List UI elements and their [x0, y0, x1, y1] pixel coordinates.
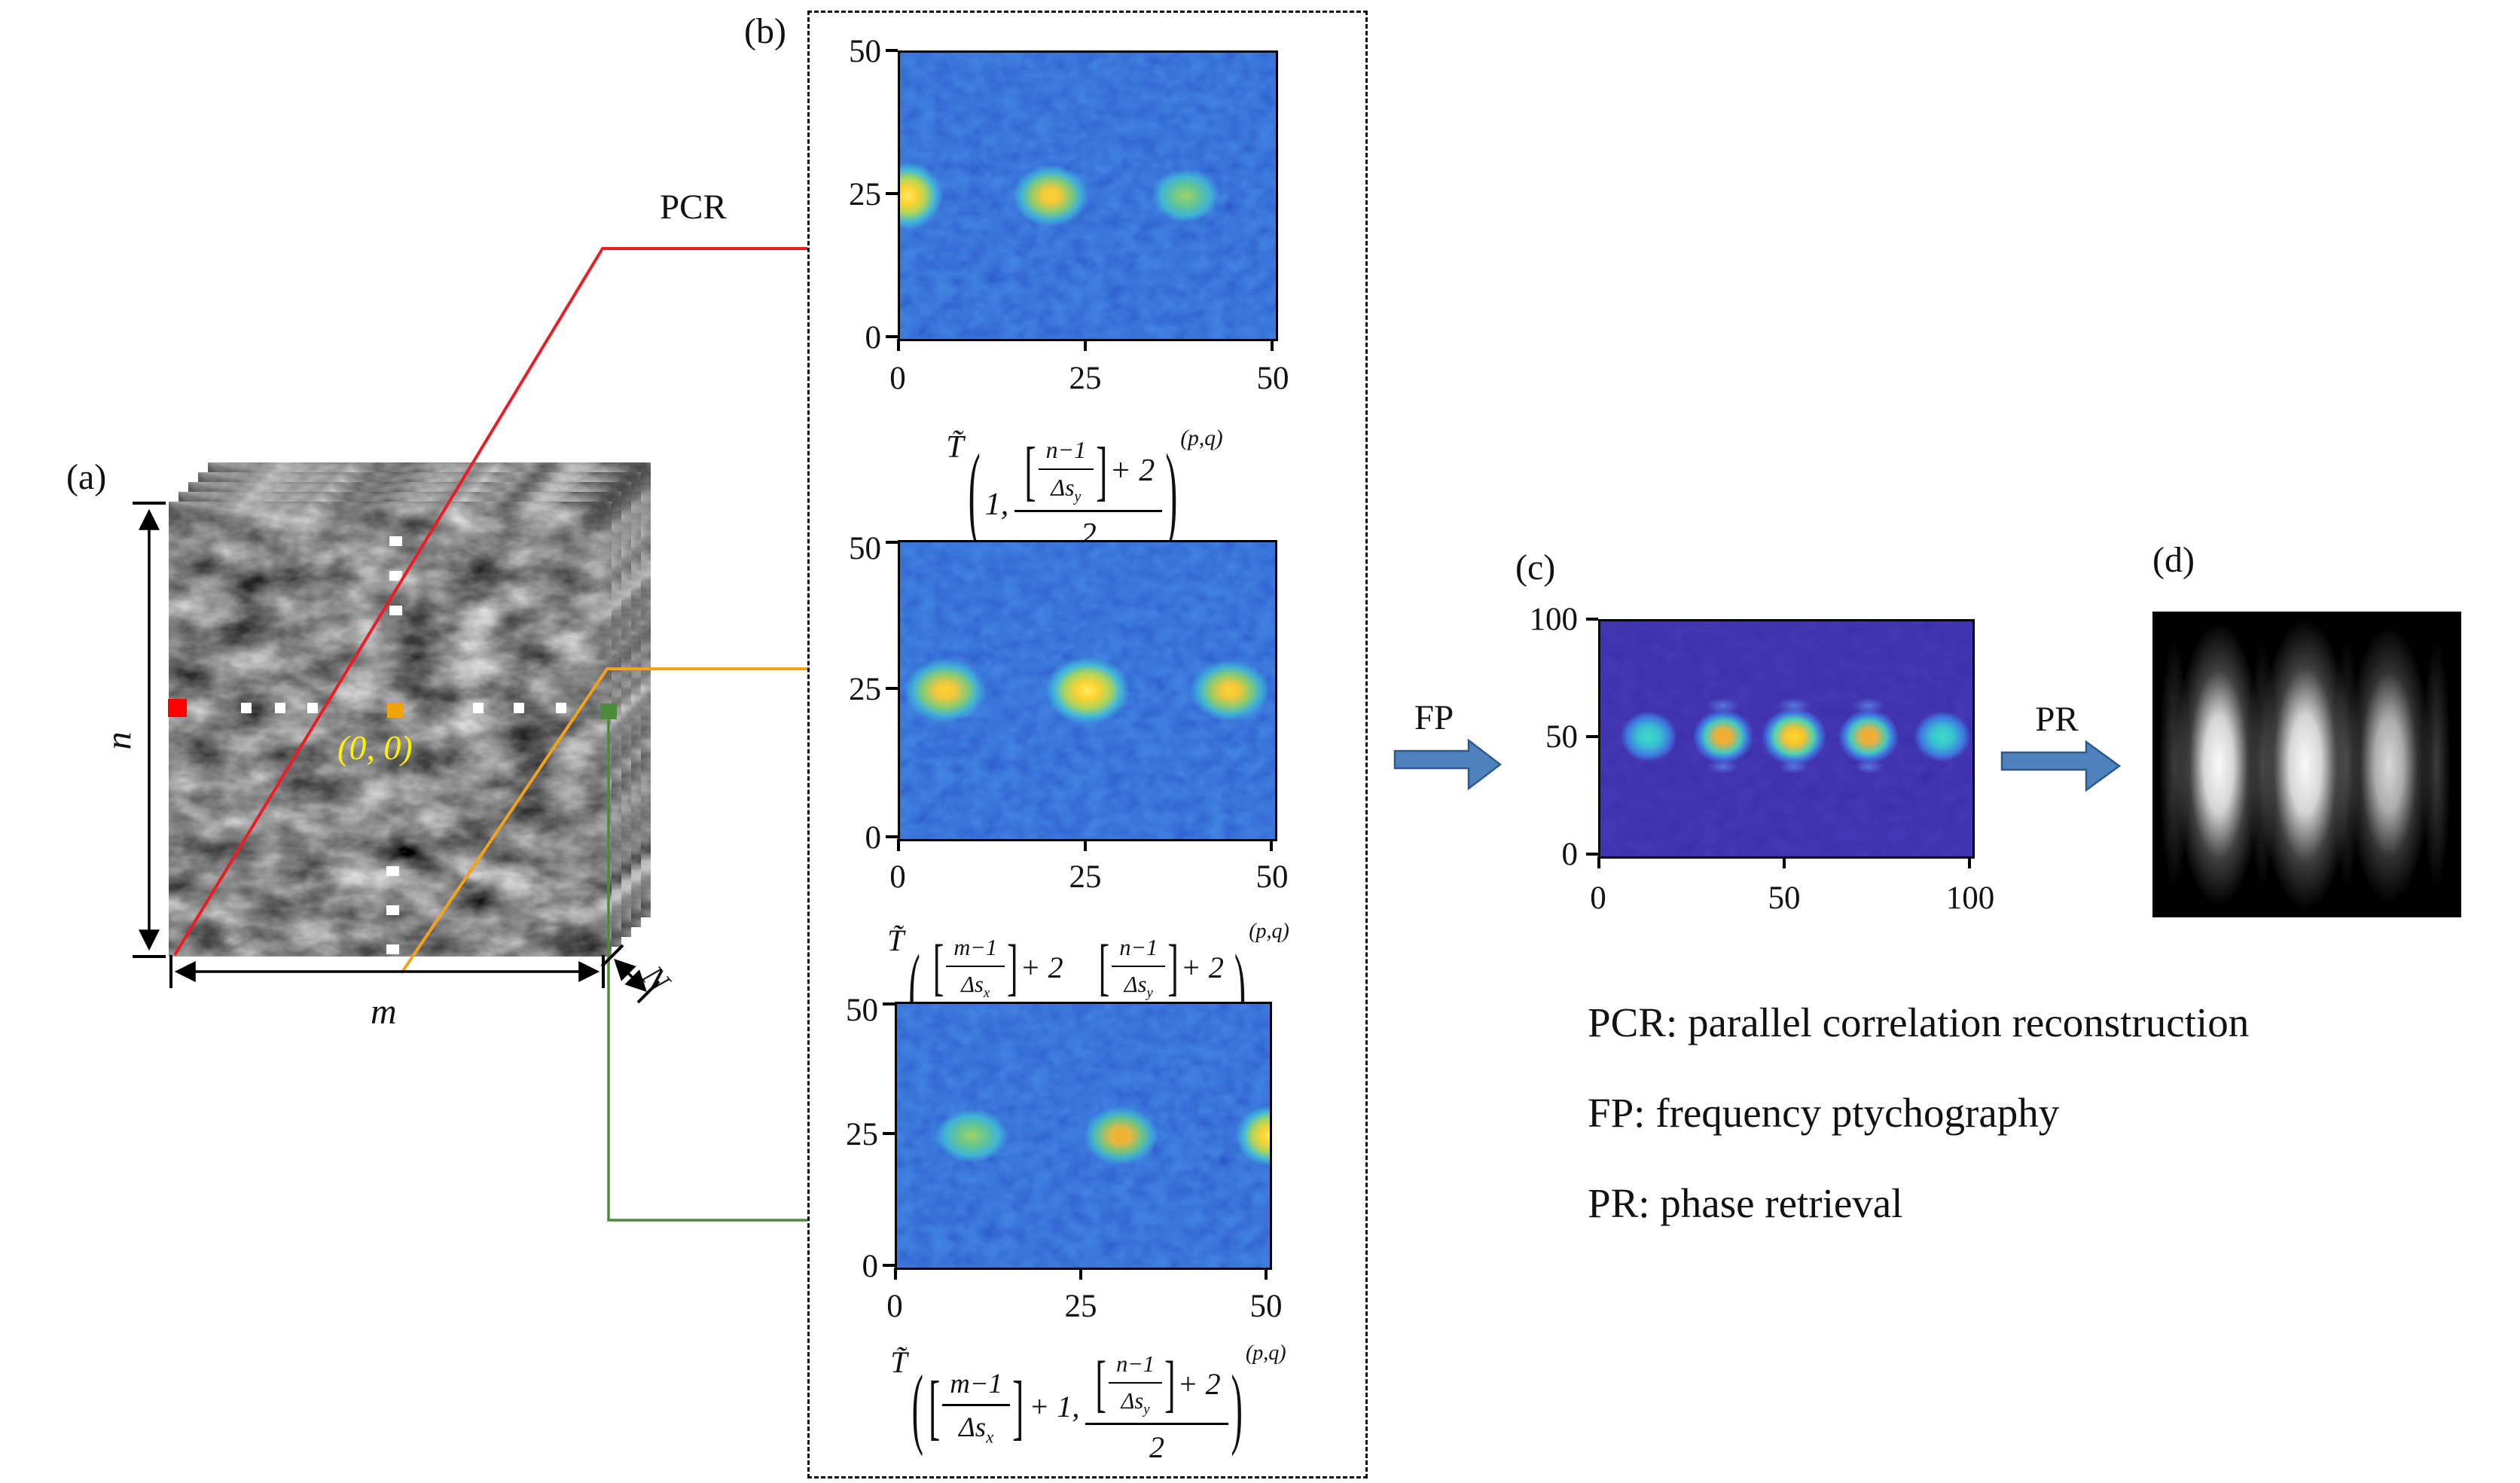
panel-c-label: (c)	[1515, 548, 1556, 587]
marker-white-square	[556, 703, 566, 713]
dim-m-label: m	[371, 992, 397, 1032]
origin-label: (0, 0)	[337, 728, 413, 767]
marker-white-square	[473, 703, 484, 713]
xtick: 50	[1255, 859, 1289, 895]
heat-blob	[1140, 160, 1231, 232]
formula-b-top: T̃ ( 1, [ n−1 Δsy ] + 2 2 ) (p,q)	[946, 426, 1223, 554]
marker-white-square	[389, 606, 402, 615]
heat-blob	[1072, 1098, 1169, 1173]
heat-blob	[1849, 758, 1887, 777]
heatmap-b-bottom	[895, 1002, 1272, 1270]
dim-N-label: N	[634, 958, 677, 999]
fp-flow-arrow	[1393, 738, 1503, 791]
xtick: 100	[1945, 880, 1995, 916]
formula-b-bottom: T̃ ( [ m−1 Δsx ] + 1, [ n−1 Δsy ] + 2 2 …	[890, 1341, 1286, 1465]
marker-green-square	[600, 703, 617, 719]
fp-arrow-label: FP	[1414, 698, 1454, 737]
ytick: 25	[849, 672, 881, 707]
heat-blob	[1704, 758, 1743, 777]
xtick: 0	[886, 1289, 903, 1324]
pr-arrow-label: PR	[2035, 700, 2079, 739]
xtick: 25	[1064, 1289, 1097, 1324]
heat-blob	[2247, 621, 2277, 908]
heat-blob	[1614, 705, 1684, 767]
marker-white-square	[275, 703, 285, 713]
heat-blob	[2156, 621, 2192, 908]
ytick: 0	[865, 820, 882, 856]
panel-a-label: (a)	[66, 457, 107, 497]
heat-blob	[1772, 695, 1815, 717]
marker-white-square	[389, 536, 402, 546]
legend-line-fp: FP: frequency ptychography	[1588, 1090, 2060, 1136]
heatmap-b-middle	[898, 540, 1277, 841]
ytick: 50	[849, 34, 881, 69]
marker-white-square	[386, 944, 399, 954]
xtick: 50	[1249, 1289, 1283, 1324]
panel-d-label: (d)	[2152, 540, 2195, 580]
ytick: 50	[849, 531, 881, 566]
heat-blob	[1847, 695, 1890, 717]
pr-flow-arrow	[2000, 740, 2122, 792]
heat-blob	[2344, 619, 2433, 910]
heat-blob	[1033, 647, 1143, 734]
heat-blob	[2420, 621, 2454, 908]
panel-b-dashed-box	[807, 11, 1368, 1478]
heatmap-c-equation: T̃FP(u,v)	[1619, 902, 1729, 946]
heat-blob	[2332, 621, 2363, 908]
legend-line-pcr: PCR: parallel correlation reconstruction	[1588, 999, 2250, 1045]
heat-blob	[923, 1100, 1021, 1172]
marker-white-square	[514, 703, 524, 713]
ytick: 50	[1545, 719, 1578, 755]
heat-blob	[1774, 758, 1813, 777]
xtick: 50	[1256, 361, 1289, 396]
ytick: 0	[862, 1249, 879, 1284]
ytick: 25	[849, 177, 881, 212]
heatmap-b-top	[898, 50, 1278, 341]
panel-b-label: (b)	[744, 11, 786, 51]
heat-blob	[1702, 695, 1745, 717]
marker-white-square	[241, 703, 252, 713]
heat-blob	[1001, 156, 1100, 236]
ytick: 0	[865, 320, 882, 355]
marker-white-square	[389, 571, 402, 581]
xtick: 0	[889, 361, 906, 396]
heat-blob	[1179, 651, 1275, 731]
fringe-image-d	[2152, 612, 2461, 917]
heatmap-c	[1598, 619, 1975, 859]
xtick: 0	[1590, 880, 1606, 916]
ytick: 100	[1529, 602, 1579, 637]
xtick: 50	[1768, 880, 1801, 916]
xtick: 25	[1069, 859, 1102, 895]
marker-white-square	[386, 866, 399, 876]
marker-red-square	[168, 699, 187, 717]
pcr-connector-label: PCR	[660, 188, 727, 227]
dim-n-label: n	[99, 731, 139, 750]
heat-blob	[2255, 613, 2355, 916]
heat-blob	[900, 649, 999, 732]
heat-blob	[1908, 705, 1972, 767]
marker-white-square	[386, 905, 399, 915]
marker-white-square	[307, 703, 318, 713]
xtick: 0	[889, 859, 906, 895]
ytick: 25	[846, 1117, 878, 1152]
xtick: 25	[1069, 361, 1102, 396]
ytick: 0	[1561, 837, 1579, 872]
heat-blob	[2173, 617, 2265, 912]
ytick: 50	[846, 993, 878, 1028]
marker-orange-square	[387, 703, 404, 718]
legend-line-pr: PR: phase retrieval	[1588, 1180, 1903, 1226]
